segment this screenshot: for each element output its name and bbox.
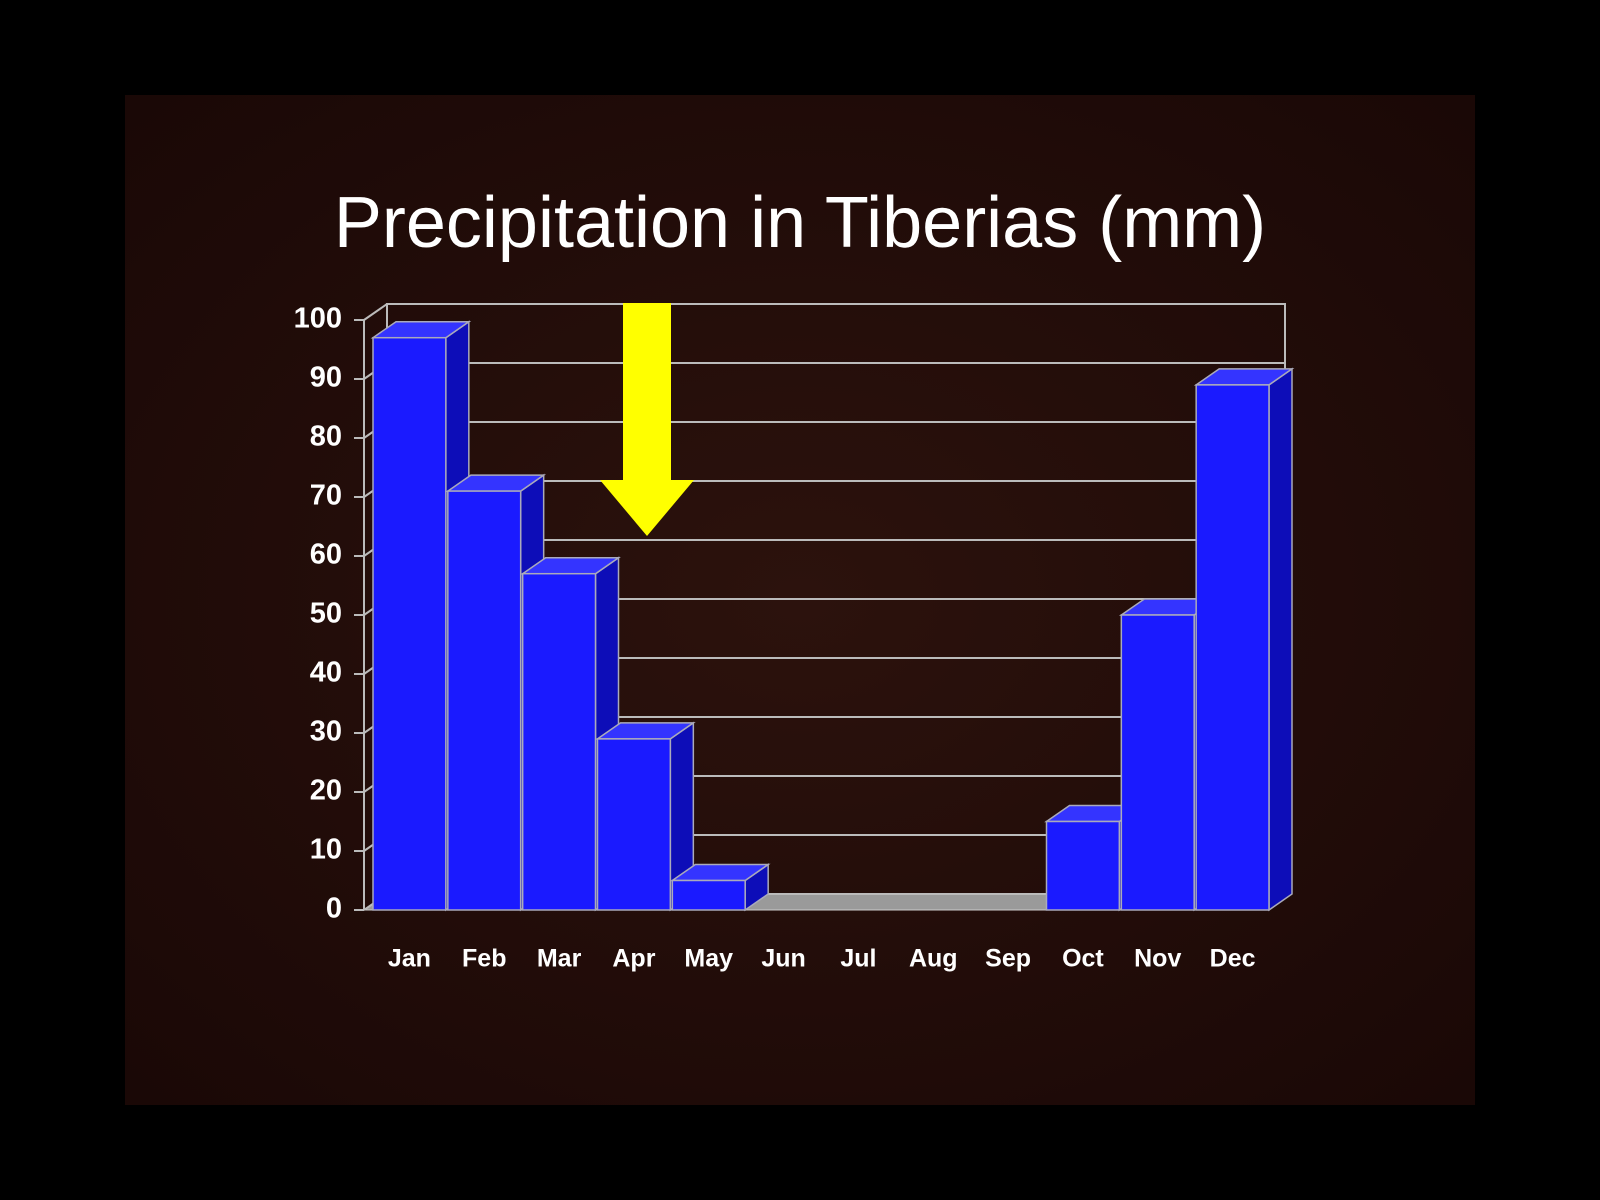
bar-side xyxy=(1268,367,1293,912)
x-tick-label: Dec xyxy=(1210,945,1256,973)
x-tick-label: Jul xyxy=(840,945,876,973)
y-tick-label: 80 xyxy=(310,421,342,453)
x-tick-label: Nov xyxy=(1134,945,1181,973)
x-tick-label: Oct xyxy=(1062,945,1104,973)
bar xyxy=(1195,384,1270,911)
x-tick-label: Mar xyxy=(537,945,582,973)
y-tick-label: 100 xyxy=(294,303,342,335)
bar xyxy=(372,336,447,911)
y-tick-label: 60 xyxy=(310,539,342,571)
bar xyxy=(1120,614,1195,911)
x-tick-label: Apr xyxy=(612,945,655,973)
bar xyxy=(521,572,597,911)
bar xyxy=(447,490,522,911)
arrow xyxy=(600,303,694,536)
x-tick-label: Jun xyxy=(761,945,805,973)
y-tick-label: 10 xyxy=(310,834,342,866)
x-tick-label: Jan xyxy=(388,945,431,973)
bar xyxy=(1045,820,1121,911)
bar xyxy=(596,738,672,911)
x-tick-label: Feb xyxy=(462,945,506,973)
x-tick-label: Sep xyxy=(985,945,1031,973)
y-tick-label: 70 xyxy=(310,480,342,512)
bar xyxy=(671,879,746,911)
y-tick-label: 50 xyxy=(310,598,342,630)
y-tick-label: 90 xyxy=(310,362,342,394)
plot-area: 0 10 20 30 40 50 60 70 80 90 100 Jan Feb Mar Apr May Jun… xyxy=(294,303,1295,973)
grid-line xyxy=(363,303,1285,321)
x-tick-label: May xyxy=(684,945,733,973)
y-tick-label: 0 xyxy=(326,893,342,925)
y-tick-label: 40 xyxy=(310,657,342,689)
y-tick-label: 30 xyxy=(310,716,342,748)
x-tick-label: Aug xyxy=(909,945,958,973)
y-tick-label: 20 xyxy=(310,775,342,807)
chart-title: Precipitation in Tiberias (mm) xyxy=(334,183,1266,263)
